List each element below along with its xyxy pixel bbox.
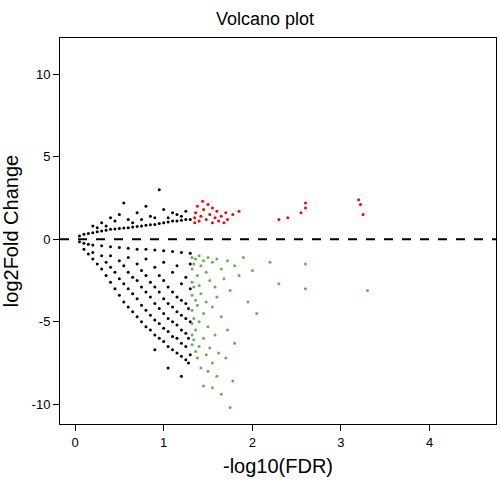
svg-text:1: 1 — [160, 435, 167, 450]
svg-text:0: 0 — [71, 435, 78, 450]
svg-text:10: 10 — [36, 67, 50, 82]
svg-text:2: 2 — [249, 435, 256, 450]
svg-text:-log10(FDR): -log10(FDR) — [223, 455, 333, 477]
svg-text:-5: -5 — [39, 314, 51, 329]
svg-text:5: 5 — [43, 149, 50, 164]
svg-text:-10: -10 — [32, 397, 51, 412]
svg-text:4: 4 — [426, 435, 433, 450]
svg-text:3: 3 — [337, 435, 344, 450]
svg-text:Volcano plot: Volcano plot — [216, 9, 314, 29]
svg-text:0: 0 — [43, 232, 50, 247]
svg-text:log2Fold Change: log2Fold Change — [0, 155, 22, 307]
